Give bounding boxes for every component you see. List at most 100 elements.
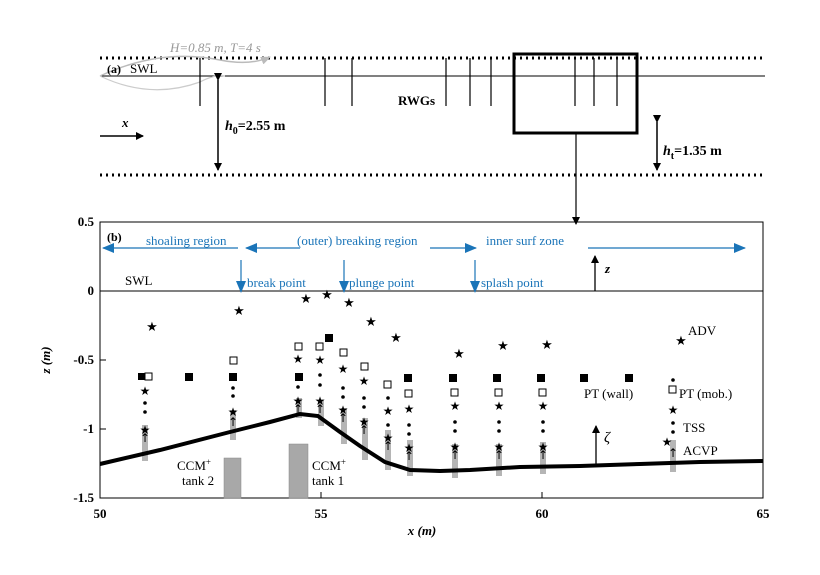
x-axis-title: x (m)	[407, 523, 437, 538]
adv-star: ★	[359, 415, 370, 429]
swl-label-a: SWL	[130, 61, 158, 76]
legend-acvp: ACVP	[683, 443, 718, 458]
pt-mob-marker	[229, 356, 238, 365]
adv-star: ★	[359, 374, 370, 388]
x-tick-label: 50	[94, 506, 107, 521]
y-tick-label: -1.5	[73, 490, 94, 505]
tss-dot	[231, 386, 235, 390]
x-tick-label: 65	[757, 506, 771, 521]
y-tick-label: -0.5	[73, 352, 94, 367]
adv-star: ★	[538, 440, 549, 454]
tss-dot	[386, 423, 390, 427]
rod	[318, 400, 324, 426]
tss-dot	[362, 396, 366, 400]
tss-dot	[671, 430, 675, 434]
panel-b-label: (b)	[107, 230, 122, 244]
swl-label-b: SWL	[125, 273, 153, 288]
breaking-region-label: (outer) breaking region	[297, 233, 418, 248]
instrument-profiles: ★ ★ ↑ ★ ↑ ★ ★ ↑ ★ ★	[138, 334, 678, 463]
adv-star: ★	[293, 352, 304, 366]
pt-mob-marker	[294, 342, 303, 351]
adv-star: ★	[140, 384, 151, 398]
acvp-arrow: ↑	[494, 448, 504, 462]
legend-adv: ADV	[688, 323, 717, 338]
rod	[296, 398, 302, 418]
pt-wall-marker	[625, 374, 633, 382]
tss-dot	[362, 405, 366, 409]
adv-star: ★	[662, 435, 673, 449]
pt-wall-marker	[537, 374, 545, 382]
acvp-arrow: ↑	[315, 402, 325, 416]
acvp-arrow: ↑	[450, 448, 460, 462]
ccm-tank-1	[288, 443, 309, 499]
adv-star: ★	[390, 331, 402, 346]
pt-mob-marker	[383, 380, 392, 389]
rod	[670, 440, 676, 472]
rwg-gauges	[199, 58, 618, 106]
legend-tss: TSS	[683, 420, 705, 435]
tss-dot	[671, 421, 675, 425]
break-point-label: break point	[247, 275, 306, 290]
tank1-label-b: tank 1	[312, 473, 344, 488]
tss-dot	[341, 386, 345, 390]
adv-star: ★	[668, 403, 679, 417]
tss-dot	[497, 429, 501, 433]
tss-dot	[453, 429, 457, 433]
acvp-arrow: ↑	[228, 415, 238, 429]
acvp-arrow: ↑	[140, 431, 150, 445]
adv-star: ★	[293, 394, 304, 408]
pt-wall-marker	[404, 374, 412, 382]
pt-mob-marker	[339, 348, 348, 357]
adv-star: ★	[675, 334, 687, 349]
adv-star: ★	[338, 362, 349, 376]
shoaling-region-label: shoaling region	[146, 233, 227, 248]
h0-label: h0=2.55 m	[225, 119, 286, 137]
adv-star: ★	[541, 338, 553, 353]
adv-star: ★	[494, 440, 505, 454]
bed-profile	[99, 411, 764, 474]
tss-dot	[541, 429, 545, 433]
pt-wall-marker	[185, 373, 193, 381]
rod	[496, 444, 502, 476]
tss-dot	[231, 394, 235, 398]
legend-pt-wall: PT (wall)	[584, 386, 633, 401]
tank2-label-a: CCM+	[177, 457, 211, 473]
pt-wall-marker	[580, 374, 588, 382]
rod	[540, 442, 546, 474]
pt-mob-marker	[494, 388, 503, 397]
x-tick-label: 60	[536, 506, 549, 521]
tss-dot	[318, 373, 322, 377]
wave-trough	[99, 75, 226, 91]
pt-mob-marker	[360, 362, 369, 371]
adv-star: ★	[365, 315, 377, 330]
acvp-arrow: ↑	[383, 439, 393, 453]
inner-surf-label: inner surf zone	[486, 233, 564, 248]
rod	[407, 440, 413, 476]
sensor-rods	[142, 398, 676, 478]
panel-b: (b) SWL shoaling region (outer) breaking…	[38, 214, 770, 538]
adv-star: ★	[321, 288, 333, 303]
tss-dot	[407, 432, 411, 436]
tss-dot	[407, 423, 411, 427]
rod	[362, 418, 368, 460]
adv-star: ★	[343, 296, 355, 311]
adv-stars: ★ ★ ★ ★ ★ ★ ★ ★ ★ ★ ★	[146, 288, 687, 362]
adv-star: ★	[497, 339, 509, 354]
acvp-arrow: ↑	[538, 448, 548, 462]
tank2-label-b: tank 2	[182, 473, 214, 488]
adv-star: ★	[383, 404, 394, 418]
adv-star: ★	[315, 353, 326, 367]
adv-star: ★	[228, 405, 239, 419]
y-axis-title: z (m)	[38, 346, 53, 374]
pt-mob-marker	[404, 389, 413, 398]
x-direction-label: x	[121, 115, 129, 130]
pt-mob-marker	[315, 342, 324, 351]
panel-a-label: (a)	[107, 62, 121, 76]
tss-dot	[453, 420, 457, 424]
y-tick-label: 0.5	[78, 214, 95, 229]
tss-dot	[541, 420, 545, 424]
pt-wall-marker	[138, 373, 145, 380]
pt-wall-marker	[493, 374, 501, 382]
rod	[452, 444, 458, 478]
